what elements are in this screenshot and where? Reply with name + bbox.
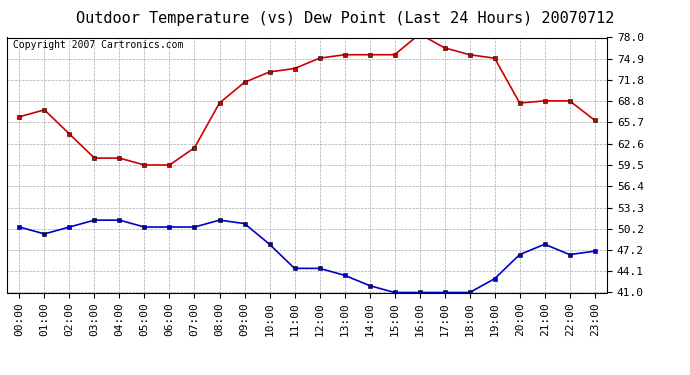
Text: Copyright 2007 Cartronics.com: Copyright 2007 Cartronics.com [13, 40, 184, 50]
Text: Outdoor Temperature (vs) Dew Point (Last 24 Hours) 20070712: Outdoor Temperature (vs) Dew Point (Last… [76, 11, 614, 26]
